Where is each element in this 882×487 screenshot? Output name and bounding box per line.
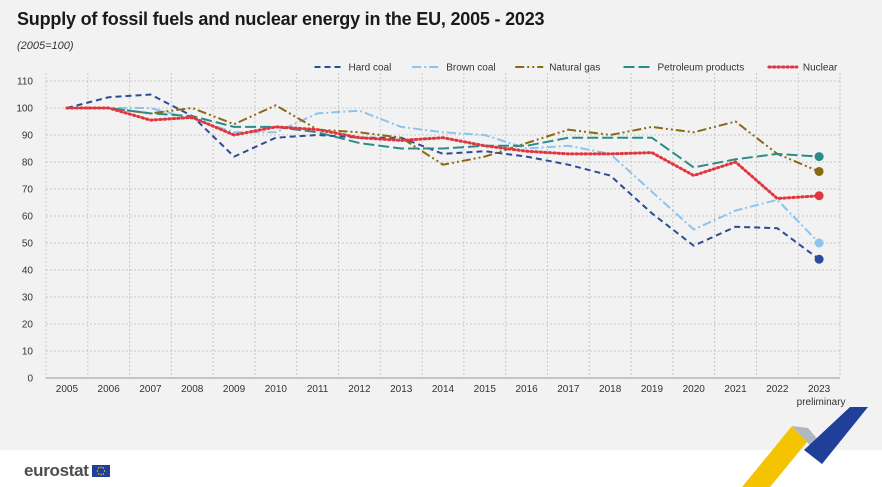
x-tick-label: 2010 xyxy=(265,384,288,395)
x-tick-label: 2006 xyxy=(98,384,121,395)
y-tick-label: 20 xyxy=(22,320,34,331)
x-tick-note: preliminary xyxy=(797,397,846,408)
x-tick-label: 2008 xyxy=(181,384,204,395)
x-tick-label: 2009 xyxy=(223,384,246,395)
y-tick-label: 0 xyxy=(27,374,33,385)
y-tick-label: 30 xyxy=(22,293,34,304)
eurostat-logo: eurostat xyxy=(24,461,110,481)
series-line-nuclear xyxy=(65,106,821,201)
series-end-point xyxy=(814,191,824,201)
x-tick-label: 2023 xyxy=(808,384,831,395)
series-line-brown-coal xyxy=(66,107,820,244)
series-end-point xyxy=(814,238,824,248)
x-tick-label: 2017 xyxy=(557,384,580,395)
footer: eurostat xyxy=(0,450,882,487)
series-end-point xyxy=(814,166,824,176)
x-tick-label: 2015 xyxy=(474,384,497,395)
y-tick-label: 50 xyxy=(22,239,34,250)
legend-label: Natural gas xyxy=(549,63,600,74)
x-tick-label: 2012 xyxy=(348,384,371,395)
series-line-natural-gas xyxy=(66,104,820,173)
y-tick-label: 10 xyxy=(22,347,34,358)
eu-flag-icon xyxy=(91,465,110,477)
y-tick-label: 100 xyxy=(16,104,33,115)
chart-subtitle: (2005=100) xyxy=(17,40,74,52)
chart-frame: Supply of fossil fuels and nuclear energ… xyxy=(0,0,882,450)
eurostat-chevron-icon xyxy=(742,407,868,487)
x-tick-label: 2013 xyxy=(390,384,413,395)
legend-label: Hard coal xyxy=(349,63,392,74)
x-tick-label: 2018 xyxy=(599,384,622,395)
legend-label: Nuclear xyxy=(803,63,838,74)
x-tick-label: 2016 xyxy=(515,384,538,395)
x-tick-label: 2021 xyxy=(724,384,747,395)
y-tick-label: 70 xyxy=(22,185,34,196)
line-chart: 0 10 20 30 40 50 60 70 80 90 100 110 2005 2006 2007 200… xyxy=(16,63,846,409)
chart-title: Supply of fossil fuels and nuclear energ… xyxy=(17,9,545,29)
y-tick-label: 110 xyxy=(17,77,33,88)
y-tick-label: 90 xyxy=(22,131,34,142)
series-end-point xyxy=(814,152,824,162)
x-tick-label: 2007 xyxy=(139,384,162,395)
y-tick-label: 40 xyxy=(22,266,34,277)
y-tick-label: 80 xyxy=(22,158,34,169)
x-tick-label: 2005 xyxy=(56,384,79,395)
x-tick-label: 2022 xyxy=(766,384,789,395)
x-tick-label: 2019 xyxy=(641,384,664,395)
x-tick-label: 2014 xyxy=(432,384,455,395)
x-tick-label: 2020 xyxy=(683,384,706,395)
logo-text: eurostat xyxy=(24,461,89,480)
series-end-point xyxy=(814,254,824,264)
legend-label: Petroleum products xyxy=(658,63,745,74)
y-tick-label: 60 xyxy=(22,212,34,223)
legend-label: Brown coal xyxy=(446,63,495,74)
x-tick-label: 2011 xyxy=(307,384,329,395)
